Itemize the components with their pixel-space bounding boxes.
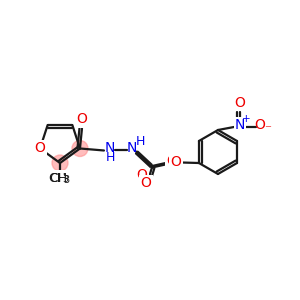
Text: 3: 3 [63, 175, 69, 185]
Text: ⁻: ⁻ [265, 124, 272, 136]
Text: O: O [140, 176, 152, 190]
Text: 3: 3 [62, 176, 68, 184]
Text: +: + [242, 114, 250, 124]
Text: O: O [170, 155, 182, 170]
Text: O: O [76, 112, 87, 127]
Text: N: N [235, 118, 245, 132]
Circle shape [52, 155, 68, 171]
Text: O: O [254, 118, 266, 132]
Text: O: O [136, 169, 147, 182]
Text: H: H [135, 135, 145, 148]
Text: H: H [105, 151, 115, 164]
Circle shape [72, 140, 88, 157]
Text: CH: CH [49, 172, 67, 184]
Text: CH: CH [48, 172, 66, 184]
Text: N: N [127, 142, 137, 155]
Text: O: O [167, 154, 177, 169]
Text: O: O [34, 142, 46, 155]
Text: O: O [235, 96, 245, 110]
Text: N: N [105, 142, 115, 155]
